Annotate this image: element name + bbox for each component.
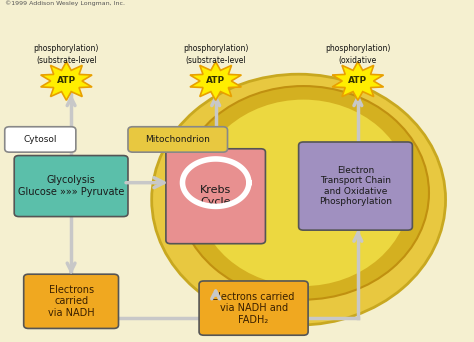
FancyBboxPatch shape [299,142,412,230]
Text: Glycolysis
Glucose »»» Pyruvate: Glycolysis Glucose »»» Pyruvate [18,175,124,197]
FancyBboxPatch shape [14,156,128,216]
Text: ATP: ATP [348,77,367,86]
Text: (substrate-level: (substrate-level [36,55,97,65]
Text: ATP: ATP [206,77,225,86]
Polygon shape [190,62,241,100]
Ellipse shape [152,74,446,325]
Text: Krebs
Cycle: Krebs Cycle [200,185,231,207]
Ellipse shape [178,86,429,300]
Text: Electron
Transport Chain
and Oxidative
Phosphorylation: Electron Transport Chain and Oxidative P… [319,166,392,206]
FancyBboxPatch shape [199,281,308,335]
Text: ©1999 Addison Wesley Longman, Inc.: ©1999 Addison Wesley Longman, Inc. [5,1,125,6]
Ellipse shape [197,100,410,286]
Text: (oxidative: (oxidative [339,55,377,65]
Text: Electrons carried
via NADH and
FADH₂: Electrons carried via NADH and FADH₂ [212,291,295,325]
FancyBboxPatch shape [5,127,76,152]
Text: (substrate-level: (substrate-level [185,55,246,65]
Polygon shape [332,62,383,100]
Text: Mitochondrion: Mitochondrion [146,135,210,144]
Text: phosphorylation): phosphorylation) [325,44,391,53]
FancyBboxPatch shape [166,149,265,244]
Text: Cytosol: Cytosol [24,135,57,144]
Text: Electrons
carried
via NADH: Electrons carried via NADH [48,285,94,318]
FancyBboxPatch shape [24,274,119,328]
Text: phosphorylation): phosphorylation) [34,44,99,53]
FancyBboxPatch shape [128,127,228,152]
Text: ATP: ATP [57,77,76,86]
Polygon shape [41,62,92,100]
Text: phosphorylation): phosphorylation) [183,44,248,53]
